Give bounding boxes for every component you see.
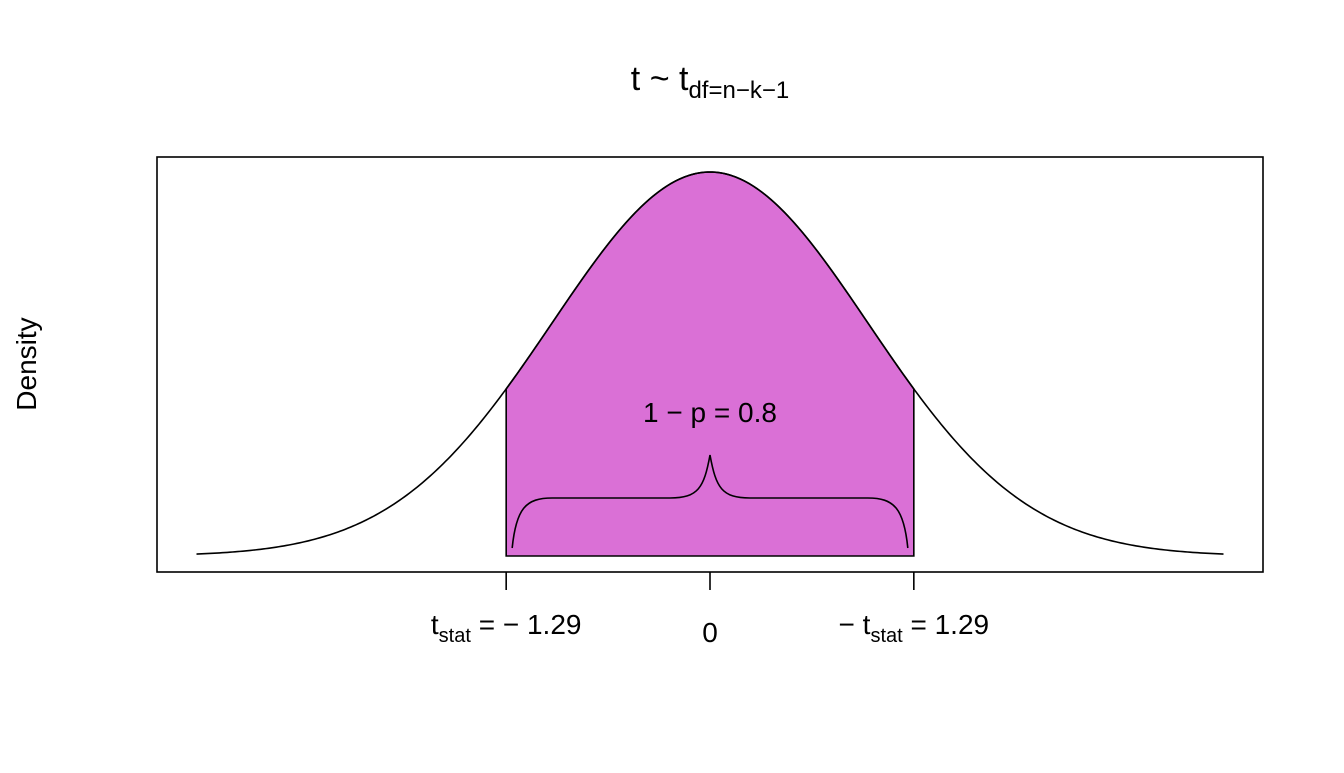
x-tick-label: − tstat = 1.29 <box>839 609 990 647</box>
density-curve <box>196 171 1224 555</box>
x-tick-label: tstat = − 1.29 <box>431 609 582 647</box>
x-tick-label-subscript: stat <box>870 625 903 647</box>
x-tick-label: 0 <box>702 617 718 648</box>
chart-title: t ~ tdf=n−k−1 <box>631 60 789 104</box>
chart-title-main: t ~ t <box>631 60 689 98</box>
brace <box>511 454 909 549</box>
x-tick-label-subscript: stat <box>439 625 472 647</box>
x-tick-label-rest: = − 1.29 <box>471 609 582 640</box>
y-axis-label: Density <box>11 317 42 410</box>
x-tick-label-rest: = 1.29 <box>903 609 989 640</box>
x-axis: tstat = − 1.29 0− tstat = 1.29 <box>431 572 989 648</box>
probability-annotation: 1 − p = 0.8 <box>643 397 777 428</box>
x-tick-label-main: 0 <box>702 617 718 648</box>
chart-title-subscript: df=n−k−1 <box>688 77 789 104</box>
x-tick-label-main: − t <box>839 609 871 640</box>
x-tick-label-main: t <box>431 609 439 640</box>
